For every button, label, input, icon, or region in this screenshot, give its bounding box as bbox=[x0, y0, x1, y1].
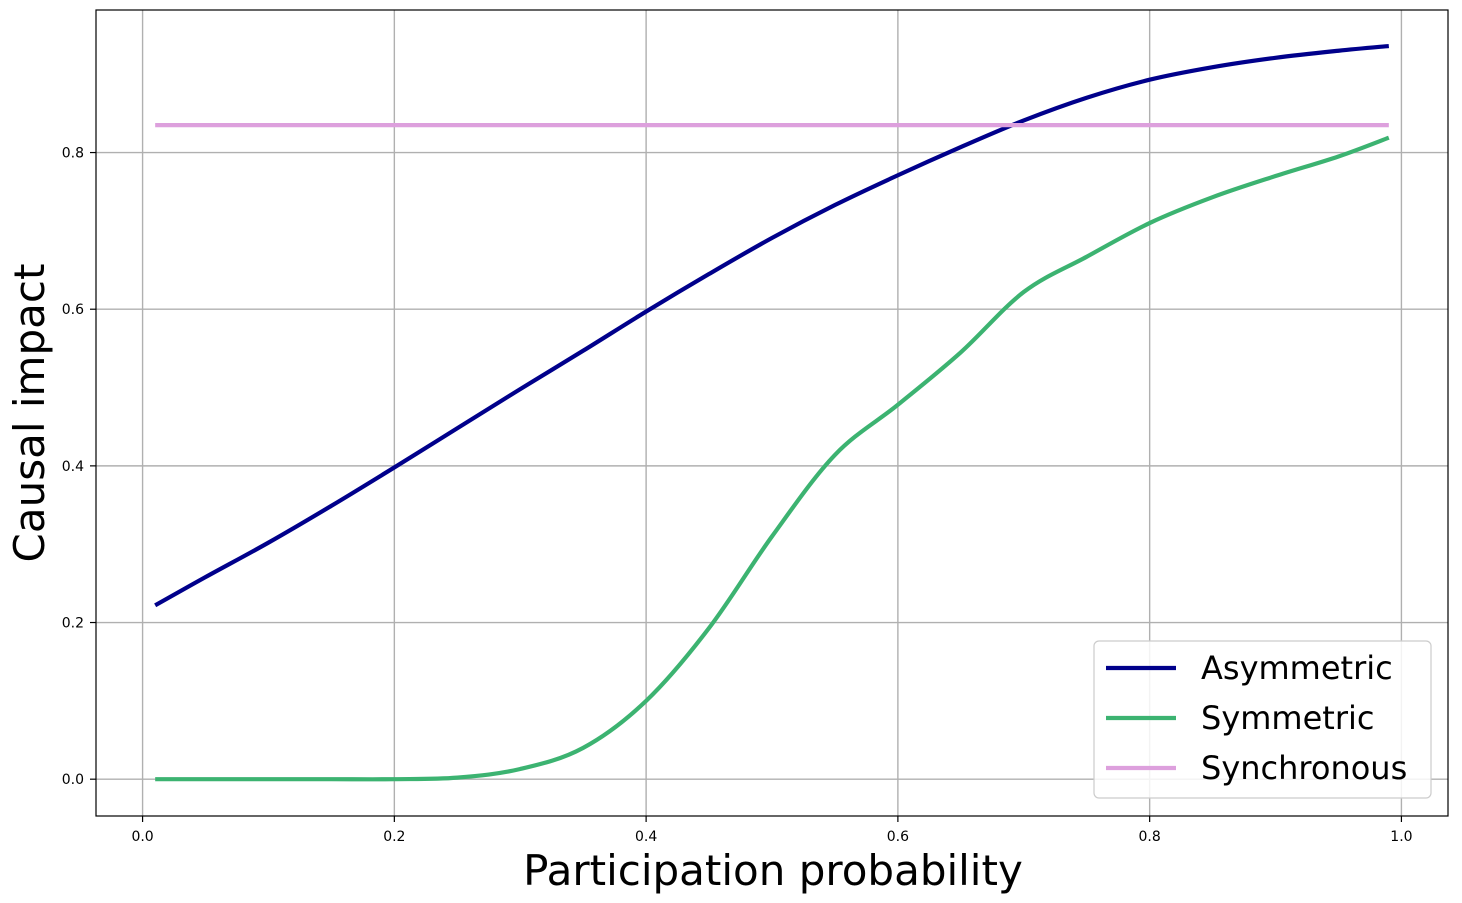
plot-frame bbox=[95, 9, 1449, 817]
y-tick-label: 0.8 bbox=[62, 146, 84, 162]
legend-box bbox=[1093, 640, 1432, 799]
legend-label-symmetric: Symmetric bbox=[1201, 699, 1374, 737]
legend: Asymmetric Symmetric Synchronous bbox=[1093, 640, 1432, 799]
y-axis-title: Causal impact bbox=[5, 264, 54, 563]
series-line-asymmetric bbox=[154, 43, 1390, 608]
x-tick-label: 0.2 bbox=[383, 829, 405, 845]
legend-label-asymmetric: Asymmetric bbox=[1201, 649, 1393, 687]
y-tick-label: 0.6 bbox=[62, 302, 84, 318]
x-tick-label: 0.8 bbox=[1139, 829, 1161, 845]
y-tick-label: 0.0 bbox=[62, 772, 84, 788]
y-tick-label: 0.2 bbox=[62, 616, 84, 632]
x-axis-title: Participation probability bbox=[523, 846, 1023, 895]
legend-label-synchronous: Synchronous bbox=[1201, 749, 1407, 787]
series-line-symmetric bbox=[155, 135, 1390, 782]
x-tick-label: 0.6 bbox=[887, 829, 909, 845]
x-tick-label: 0.0 bbox=[131, 829, 153, 845]
x-tick-label: 0.4 bbox=[635, 829, 657, 845]
y-tick-label: 0.4 bbox=[62, 459, 84, 475]
x-tick-label: 1.0 bbox=[1390, 829, 1412, 845]
axis-ticks: 0.0 0.2 0.4 0.6 0.8 1.0 0.0 0.2 0.4 0.6 0.8 bbox=[62, 146, 1413, 845]
series-lines bbox=[154, 43, 1390, 782]
